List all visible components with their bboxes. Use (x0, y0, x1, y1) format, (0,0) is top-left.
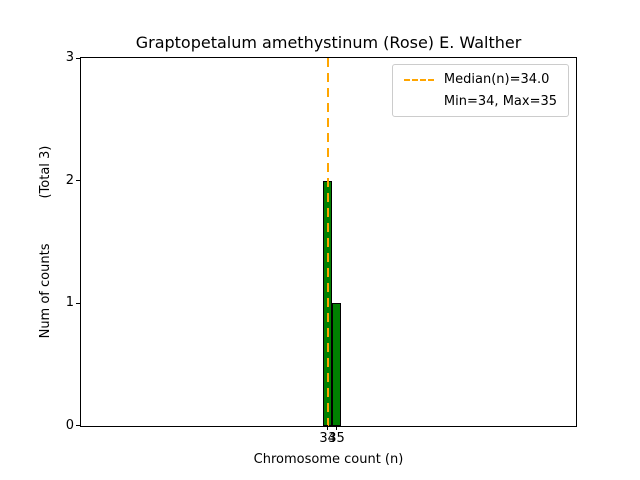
y-tick-mark (76, 57, 81, 59)
chart-title: Graptopetalum amethystinum (Rose) E. Wal… (135, 33, 522, 52)
y-axis-label: Num of counts (Total 3) (37, 57, 55, 427)
y-tick-mark (76, 424, 81, 426)
legend-item-median: Median(n)=34.0 (403, 72, 557, 87)
legend-item-minmax: Min=34, Max=35 (404, 94, 557, 109)
y-tick-label: 0 (65, 418, 74, 433)
x-tick-mark (327, 425, 329, 430)
median-line (326, 58, 329, 426)
empty-swatch (404, 101, 434, 103)
legend-label-minmax: Min=34, Max=35 (443, 94, 557, 109)
x-axis-label: Chromosome count (n) (253, 452, 404, 467)
x-tick-label: 34 (319, 431, 336, 446)
legend: Median(n)=34.0 Min=34, Max=35 (391, 64, 569, 117)
y-tick-label: 3 (65, 50, 74, 65)
y-tick-mark (76, 180, 81, 182)
y-tick-label: 2 (65, 172, 74, 188)
median-dashed-line-icon (403, 78, 434, 81)
y-tick-mark (76, 302, 81, 304)
x-tick-label: 35 (328, 431, 345, 446)
legend-label-median: Median(n)=34.0 (443, 72, 550, 87)
y-tick-label: 1 (65, 295, 74, 311)
x-tick-mark (336, 425, 338, 430)
histogram-bar (332, 303, 342, 426)
plot-area: Median(n)=34.0 Min=34, Max=35 34 35 0 1 2 3 (66, 50, 577, 446)
y-axis-label-main: Num of counts (38, 243, 53, 339)
